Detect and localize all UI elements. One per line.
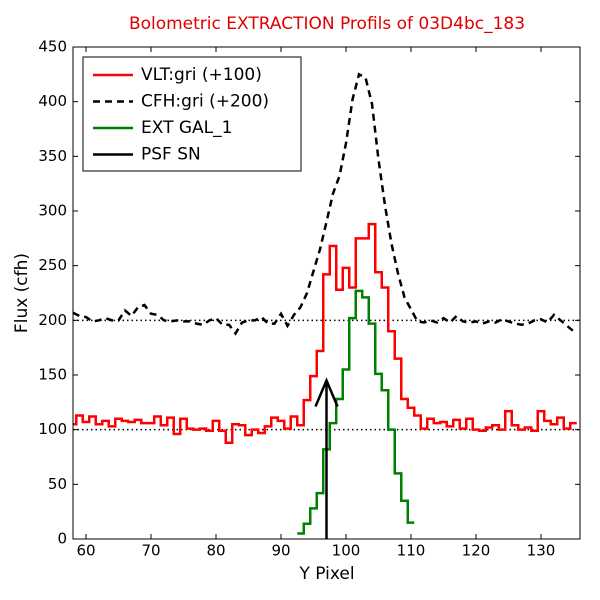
y-tick-label: 250 xyxy=(38,256,67,274)
y-tick-label: 50 xyxy=(48,475,67,493)
x-tick-label: 70 xyxy=(141,542,160,560)
legend: VLT:gri (+100) CFH:gri (+200) EXT GAL_1 PSF… xyxy=(82,56,302,172)
legend-label: PSF SN xyxy=(141,145,201,165)
y-tick-label: 400 xyxy=(38,92,67,110)
plot xyxy=(73,72,580,539)
y-axis-label: Flux (cfh) xyxy=(12,253,32,333)
x-tick-label: 80 xyxy=(206,542,225,560)
x-tick-label: 120 xyxy=(462,542,491,560)
x-axis-label: Y Pixel xyxy=(298,564,354,584)
legend-label: VLT:gri (+100) xyxy=(141,65,262,85)
chart-title: Bolometric EXTRACTION Profils of 03D4bc_… xyxy=(129,14,525,34)
x-tick-label: 110 xyxy=(397,542,426,560)
legend-label: EXT GAL_1 xyxy=(141,118,232,138)
y-tick-label: 100 xyxy=(38,420,67,438)
x-tick-label: 90 xyxy=(271,542,290,560)
x-tick-label: 100 xyxy=(332,542,361,560)
y-tick-label: 450 xyxy=(38,38,67,56)
x-tick-label: 130 xyxy=(527,542,556,560)
dashed-line xyxy=(73,72,575,336)
y-tick-label: 300 xyxy=(38,202,67,220)
step-line xyxy=(73,222,577,445)
y-tick-label: 150 xyxy=(38,366,67,384)
y-tick-label: 0 xyxy=(57,530,67,548)
y-tick-label: 350 xyxy=(38,147,67,165)
arrow-head xyxy=(314,377,339,407)
y-tick-label: 200 xyxy=(38,311,67,329)
legend-label: CFH:gri (+200) xyxy=(141,92,269,112)
plot-frame xyxy=(72,46,581,540)
step-line xyxy=(297,289,415,535)
x-tick-label: 60 xyxy=(76,542,95,560)
